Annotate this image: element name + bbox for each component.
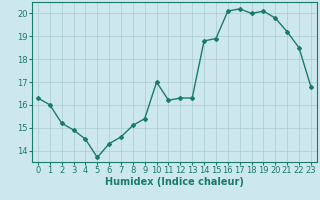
X-axis label: Humidex (Indice chaleur): Humidex (Indice chaleur) (105, 177, 244, 187)
